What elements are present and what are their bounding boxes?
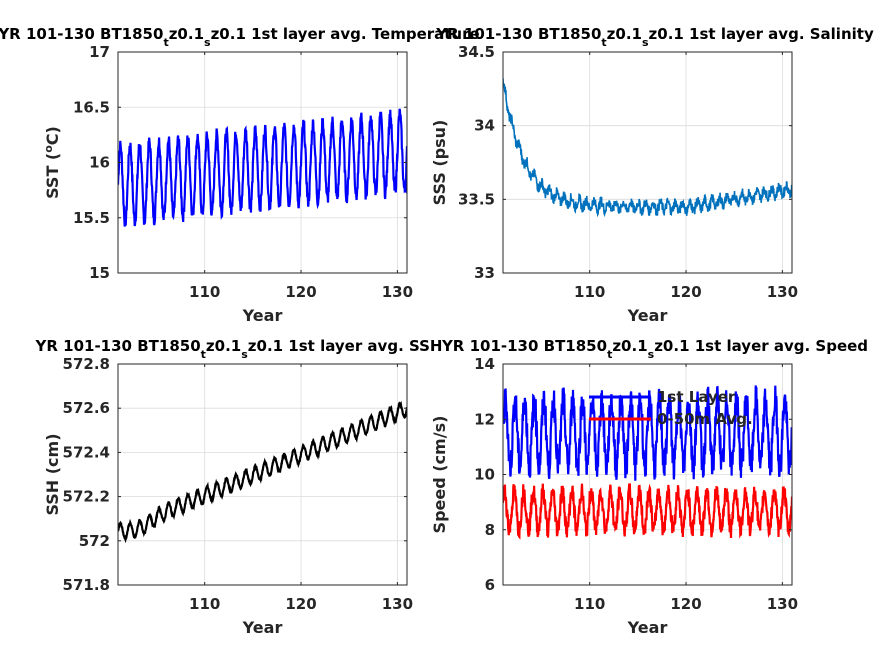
y-tick-label: 6 bbox=[485, 576, 495, 594]
x-axis-label: Year bbox=[242, 618, 283, 637]
y-axis-label: SSH (cm) bbox=[43, 433, 62, 515]
legend-label-1: 1st Layer bbox=[657, 388, 736, 406]
y-tick-label: 8 bbox=[485, 521, 495, 539]
legend-label-2: 0-50m Avg. bbox=[657, 410, 753, 428]
chart-title: YR 101-130 BT1850tz0.1sz0.1 1st layer av… bbox=[35, 337, 443, 361]
y-tick-label: 34.5 bbox=[458, 43, 495, 61]
axes-box bbox=[117, 363, 408, 586]
chart-title: YR 101-130 BT1850tz0.1sz0.1 1st layer av… bbox=[0, 25, 480, 49]
y-tick-label: 12 bbox=[474, 410, 495, 428]
legend: 1st Layer 0-50m Avg. bbox=[589, 388, 753, 428]
y-axis-label: SST (oC) bbox=[42, 126, 63, 199]
x-axis-label: Year bbox=[627, 618, 668, 637]
y-tick-label: 16.5 bbox=[73, 98, 110, 116]
series-line-2 bbox=[503, 483, 792, 540]
chart-title: YR 101-130 BT1850tz0.1sz0.1 1st layer av… bbox=[441, 337, 868, 361]
x-tick-label: 130 bbox=[767, 283, 798, 301]
y-tick-label: 15 bbox=[89, 264, 110, 282]
y-tick-label: 14 bbox=[474, 355, 495, 373]
chart-1: 110 120 130 15 15.5 16 16.5 17 Year SST (oC) YR 10… bbox=[0, 25, 480, 325]
y-tick-label: 33.5 bbox=[458, 190, 495, 208]
y-tick-label: 10 bbox=[474, 466, 495, 484]
x-tick-label: 120 bbox=[670, 595, 701, 613]
x-tick-label: 110 bbox=[189, 283, 220, 301]
x-tick-label: 110 bbox=[574, 595, 605, 613]
y-tick-label: 16 bbox=[89, 154, 110, 172]
series-line-1 bbox=[118, 400, 407, 544]
x-tick-label: 120 bbox=[670, 283, 701, 301]
x-tick-label: 110 bbox=[189, 595, 220, 613]
y-axis-label: Speed (cm/s) bbox=[430, 416, 449, 534]
y-tick-label: 33 bbox=[474, 264, 495, 282]
x-axis-label: Year bbox=[242, 306, 283, 325]
x-tick-label: 130 bbox=[382, 595, 413, 613]
chart-title: YR 101-130 BT1850tz0.1sz0.1 1st layer av… bbox=[435, 25, 874, 49]
x-tick-label: 130 bbox=[382, 283, 413, 301]
series-line-1 bbox=[118, 108, 407, 227]
series-line-1 bbox=[503, 385, 792, 481]
y-tick-label: 572.8 bbox=[63, 355, 110, 373]
chart-4: 110 120 130 6 8 10 12 14 Year Speed (cm/s) YR 101-… bbox=[430, 337, 868, 637]
y-tick-label: 572.6 bbox=[63, 399, 110, 417]
y-tick-label: 15.5 bbox=[73, 209, 110, 227]
chart-3: 110 120 130 571.8 572 572.2 572.4 572.6 572.8 Yea… bbox=[35, 337, 443, 637]
y-tick-label: 34 bbox=[474, 117, 495, 135]
y-tick-label: 572.2 bbox=[63, 488, 110, 506]
y-axis-label: SSS (psu) bbox=[430, 120, 449, 206]
x-tick-label: 120 bbox=[285, 595, 316, 613]
axes-box bbox=[502, 51, 793, 274]
y-tick-label: 572.4 bbox=[63, 443, 110, 461]
y-tick-label: 571.8 bbox=[63, 576, 110, 594]
x-axis-label: Year bbox=[627, 306, 668, 325]
y-tick-label: 572 bbox=[79, 532, 110, 550]
x-tick-label: 120 bbox=[285, 283, 316, 301]
x-tick-label: 130 bbox=[767, 595, 798, 613]
series-line-1 bbox=[503, 78, 792, 218]
x-tick-label: 110 bbox=[574, 283, 605, 301]
chart-2: 110 120 130 33 33.5 34 34.5 Year SSS (psu) YR 101… bbox=[430, 25, 874, 325]
y-tick-label: 17 bbox=[89, 43, 110, 61]
plot-area bbox=[503, 52, 792, 273]
